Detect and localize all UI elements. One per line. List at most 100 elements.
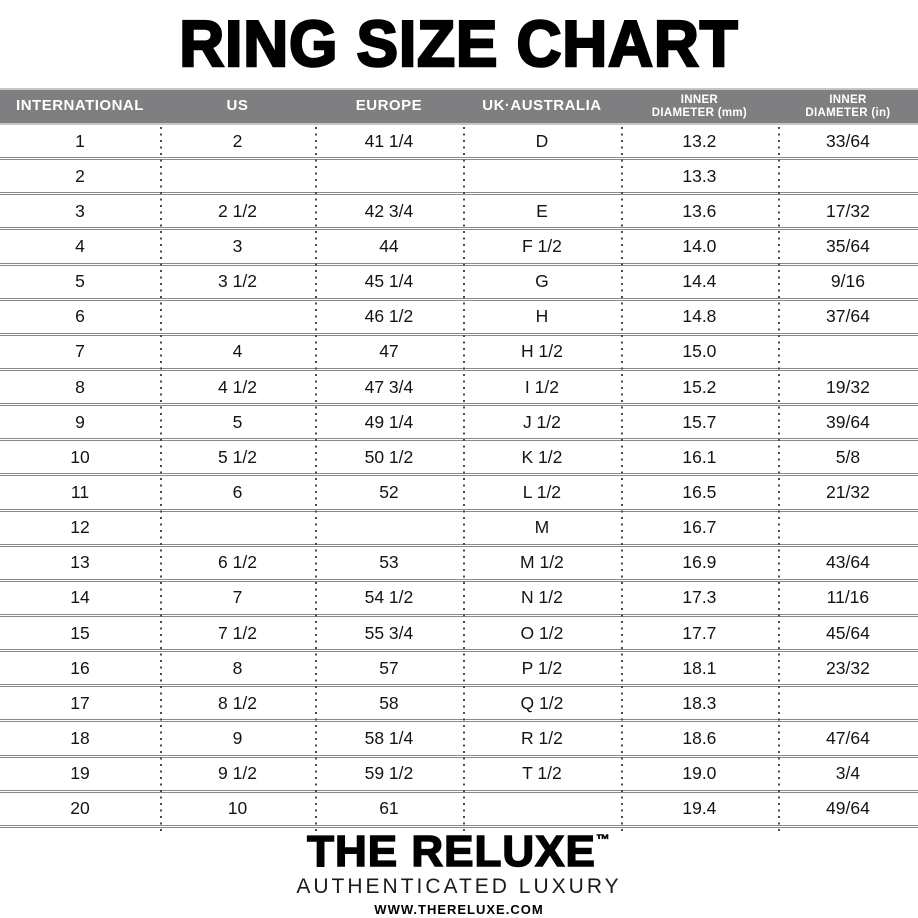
table-cell: 11 bbox=[70, 481, 90, 502]
table-cell: 16.9 bbox=[682, 552, 717, 573]
table-row: 2 13.3 bbox=[0, 160, 918, 196]
table-cell: 19.0 bbox=[682, 763, 717, 784]
table-cell: 12 bbox=[70, 517, 90, 538]
table-cell: 14.4 bbox=[682, 271, 717, 292]
table-cell: 16 bbox=[70, 657, 90, 678]
table-cell: 39/64 bbox=[826, 411, 870, 432]
column-header: INNER DIAMETER (mm) bbox=[651, 93, 748, 119]
size-table-body: 1 2 41 1/4 D 13.2 33/64 2 13.3 3 2 1/2 42 3/4 E 13.6… bbox=[0, 125, 918, 833]
table-row: 14 7 54 1/2 N 1/2 17.3 11/16 bbox=[0, 582, 918, 617]
table-cell: 2 1/2 bbox=[218, 200, 257, 221]
table-cell: 14.8 bbox=[682, 306, 717, 327]
table-row: 8 4 1/2 47 3/4 I 1/2 15.2 19/32 bbox=[0, 371, 918, 407]
table-cell: 17 bbox=[70, 692, 90, 713]
table-cell: 6 bbox=[232, 481, 243, 502]
table-row: 15 7 1/2 55 3/4 O 1/2 17.7 45/64 bbox=[0, 617, 918, 653]
table-cell: 3 bbox=[232, 235, 243, 256]
table-cell: 47 bbox=[379, 341, 399, 362]
column-header: INNER DIAMETER (in) bbox=[805, 93, 891, 119]
table-cell: 6 1/2 bbox=[218, 552, 257, 573]
table-cell: K 1/2 bbox=[521, 446, 563, 467]
table-cell: M bbox=[534, 517, 550, 538]
table-row: 9 5 49 1/4 J 1/2 15.7 39/64 bbox=[0, 406, 918, 442]
table-cell: R 1/2 bbox=[521, 727, 563, 748]
table-cell: 16.7 bbox=[682, 517, 717, 538]
table-cell: H 1/2 bbox=[521, 341, 563, 362]
brand-logo: THE RELUXE™ bbox=[0, 829, 918, 875]
table-cell: 2 bbox=[232, 130, 243, 151]
table-cell: 33/64 bbox=[826, 130, 870, 151]
table-cell: Q 1/2 bbox=[520, 692, 564, 713]
table-header-row: INTERNATIONAL US EUROPE UK·AUSTRALIA INNER D… bbox=[0, 88, 918, 125]
table-cell: O 1/2 bbox=[520, 622, 564, 643]
table-cell: 59 1/2 bbox=[364, 763, 414, 784]
table-cell: 16.5 bbox=[682, 481, 717, 502]
table-cell: 46 1/2 bbox=[364, 306, 414, 327]
table-cell: 8 bbox=[232, 657, 243, 678]
table-cell: 6 bbox=[75, 306, 85, 327]
table-cell: D bbox=[535, 130, 549, 151]
table-cell: 4 bbox=[232, 341, 243, 362]
table-cell: 14 bbox=[70, 587, 90, 608]
table-cell: 21/32 bbox=[826, 481, 870, 502]
table-cell: 43/64 bbox=[826, 552, 870, 573]
footer: THE RELUXE™ AUTHENTICATED LUXURY WWW.THE… bbox=[0, 828, 918, 918]
table-cell: H bbox=[535, 306, 549, 327]
table-cell: 18 bbox=[70, 727, 90, 748]
table-cell: 47 3/4 bbox=[364, 376, 414, 397]
table-cell: I 1/2 bbox=[524, 376, 559, 397]
table-cell: 2 bbox=[75, 165, 85, 186]
table-cell: 7 bbox=[232, 587, 243, 608]
table-cell: 9 1/2 bbox=[218, 763, 257, 784]
table-cell: 5 1/2 bbox=[218, 446, 257, 467]
table-row: 11 6 52 L 1/2 16.5 21/32 bbox=[0, 476, 918, 512]
table-cell: 49/64 bbox=[826, 798, 870, 819]
table-cell: 16.1 bbox=[682, 446, 717, 467]
table-cell: 4 1/2 bbox=[218, 376, 257, 397]
table-row: 12 M 16.7 bbox=[0, 512, 918, 547]
table-cell: 10 bbox=[70, 446, 90, 467]
table-cell: 15.2 bbox=[682, 376, 717, 397]
table-cell: 13.3 bbox=[682, 165, 717, 186]
table-row: 4 3 44 F 1/2 14.0 35/64 bbox=[0, 230, 918, 266]
table-cell: 50 1/2 bbox=[364, 446, 414, 467]
table-cell: 15.0 bbox=[682, 341, 717, 362]
table-cell: 9/16 bbox=[830, 271, 865, 292]
table-cell: 47/64 bbox=[826, 727, 870, 748]
page-title: RING SIZE CHART bbox=[178, 7, 739, 81]
table-cell: 18.3 bbox=[682, 692, 717, 713]
table-row: 6 46 1/2 H 14.8 37/64 bbox=[0, 301, 918, 336]
column-header: INTERNATIONAL bbox=[16, 97, 144, 115]
table-cell: 19.4 bbox=[682, 798, 717, 819]
table-cell: 13 bbox=[70, 552, 90, 573]
table-cell: F 1/2 bbox=[521, 235, 562, 256]
table-cell: 14.0 bbox=[682, 235, 717, 256]
table-cell: 5/8 bbox=[835, 446, 861, 467]
table-cell: 3 bbox=[75, 200, 85, 221]
table-row: 7 4 47 H 1/2 15.0 bbox=[0, 336, 918, 371]
table-cell: 9 bbox=[75, 411, 85, 432]
table-cell: 20 bbox=[70, 798, 90, 819]
table-row: 18 9 58 1/4 R 1/2 18.6 47/64 bbox=[0, 722, 918, 758]
column-header: US bbox=[226, 97, 249, 115]
trademark-symbol: ™ bbox=[595, 831, 611, 847]
table-cell: 5 bbox=[232, 411, 243, 432]
table-cell: 23/32 bbox=[826, 657, 870, 678]
table-row: 17 8 1/2 58 Q 1/2 18.3 bbox=[0, 687, 918, 723]
table-cell: 58 1/4 bbox=[364, 727, 414, 748]
table-cell: P 1/2 bbox=[521, 657, 563, 678]
table-cell: 13.6 bbox=[682, 200, 717, 221]
table-cell: 41 1/4 bbox=[364, 130, 414, 151]
table-row: 10 5 1/2 50 1/2 K 1/2 16.1 5/8 bbox=[0, 441, 918, 477]
table-cell: 61 bbox=[379, 798, 399, 819]
table-cell: T 1/2 bbox=[522, 763, 562, 784]
table-row: 20 10 61 19.4 49/64 bbox=[0, 793, 918, 828]
table-cell: 54 1/2 bbox=[364, 587, 414, 608]
table-cell: 45/64 bbox=[826, 622, 870, 643]
table-cell: 17/32 bbox=[826, 200, 870, 221]
table-cell: 52 bbox=[379, 481, 399, 502]
table-row: 13 6 1/2 53 M 1/2 16.9 43/64 bbox=[0, 547, 918, 582]
table-cell: 55 3/4 bbox=[364, 622, 414, 643]
column-header: UK·AUSTRALIA bbox=[482, 97, 602, 115]
table-cell: 8 1/2 bbox=[218, 692, 257, 713]
